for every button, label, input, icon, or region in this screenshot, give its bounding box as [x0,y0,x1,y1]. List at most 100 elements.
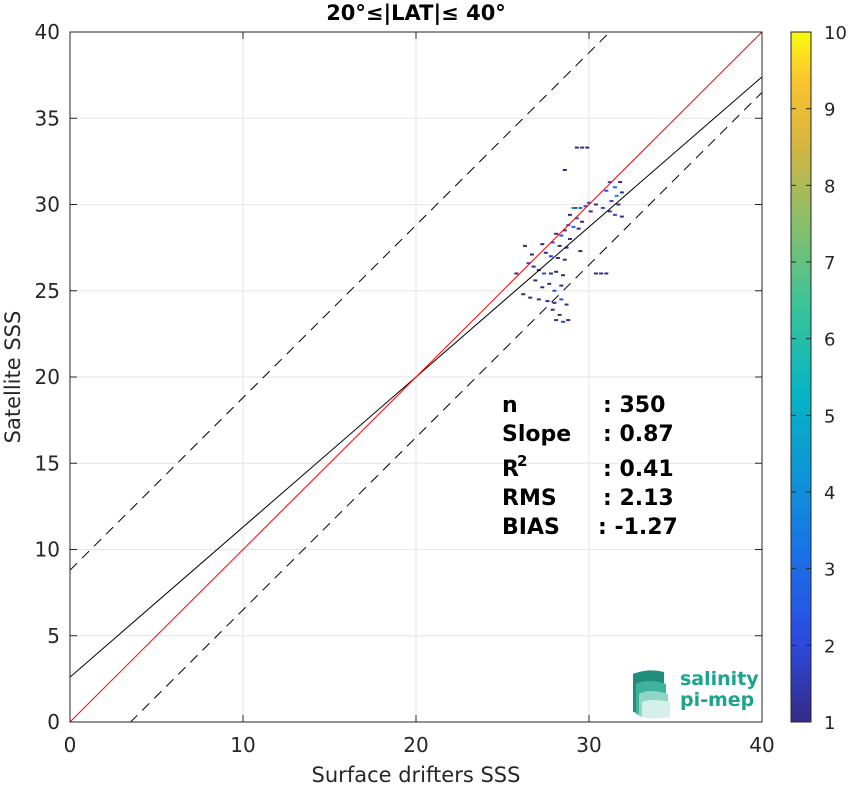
y-tick-label-3: 15 [35,451,60,475]
logo-text-salinity: salinity [680,668,759,690]
x-axis-label: Surface drifters SSS [312,763,521,786]
data-point-60 [552,301,557,304]
colorbar-tick-label-3: 4 [824,483,835,504]
data-point-70 [571,206,576,209]
data-point-5 [612,186,617,189]
data-point-66 [561,320,566,323]
data-point-0 [574,146,579,149]
data-point-59 [545,300,550,303]
data-point-36 [548,255,553,258]
data-point-11 [616,203,621,206]
stat-label-4: BIAS [502,515,560,540]
colorbar-tick-label-4: 5 [824,406,835,427]
data-point-10 [609,200,614,203]
y-tick-label-7: 35 [35,106,60,130]
data-point-12 [593,203,598,206]
x-tick-label-3: 30 [576,733,601,757]
data-point-16 [619,215,624,218]
stat-label-sup-2: 2 [517,452,527,470]
stat-value-0: : 350 [603,393,665,418]
data-point-58 [536,298,541,301]
data-point-48 [593,272,598,275]
stat-value-4: : -1.27 [598,515,678,540]
x-tick-label-1: 10 [230,733,255,757]
data-point-25 [571,225,576,228]
stat-label-3: RMS [502,486,557,511]
y-tick-label-1: 5 [47,624,60,648]
y-tick-label-4: 20 [35,365,60,389]
data-point-32 [557,244,562,247]
stats-box: n: 350 Slope: 0.87 R2: 0.41 RMS: 2.13 BIAS: … [502,393,678,540]
reference-lines [70,32,762,722]
data-point-47 [514,272,519,275]
data-point-61 [559,298,564,301]
data-point-4 [607,181,612,184]
colorbar-tick-label-0: 1 [824,713,835,734]
colorbar-tick-label-8: 9 [824,100,835,121]
data-point-2 [585,146,590,149]
stat-value-1: : 0.87 [603,422,674,447]
x-axis-ticks: 0 10 20 30 40 [64,32,775,757]
y-tick-label-6: 30 [35,193,60,217]
data-point-69 [540,243,545,246]
data-point-68 [529,253,534,256]
data-point-3 [562,169,567,171]
stat-label-0: n [502,393,518,418]
x-tick-label-2: 20 [403,733,428,757]
data-point-29 [567,238,572,240]
data-point-65 [554,319,559,322]
stat-label-2: R [502,457,519,482]
lower-bound-line [129,92,762,722]
data-point-9 [619,191,624,194]
stat-label-1: Slope [502,422,571,447]
data-point-62 [564,303,569,306]
y-axis-label: Satellite SSS [1,311,25,444]
colorbar-tick-label-6: 7 [824,253,835,274]
stat-value-2: : 0.41 [603,457,674,482]
salinity-pi-mep-logo: salinity pi-mep [633,668,759,719]
data-point-44 [548,272,553,275]
data-point-28 [559,234,564,237]
data-point-26 [576,227,581,230]
data-point-45 [554,270,559,273]
x-tick-label-4: 40 [749,733,774,757]
data-point-6 [618,181,623,184]
colorbar-tick-label-1: 2 [824,636,835,657]
colorbar-ticks: 1 2 3 4 5 6 7 8 9 10 [791,23,847,734]
data-point-35 [543,251,548,254]
data-point-67 [566,319,571,322]
data-point-13 [600,206,605,209]
data-point-22 [574,217,579,220]
identity-line [70,32,762,722]
data-point-19 [583,205,588,208]
y-axis-ticks: 0 5 10 15 20 25 30 35 40 [35,20,762,734]
data-point-20 [588,210,593,213]
data-point-34 [578,250,583,253]
data-point-1 [580,146,585,149]
colorbar-tick-label-7: 8 [824,176,835,197]
data-point-37 [555,256,560,259]
data-point-57 [528,296,533,299]
logo-text-pi-mep: pi-mep [680,689,754,711]
data-point-43 [542,272,547,275]
data-point-33 [564,246,569,249]
chart-title: 20°≤|LAT|≤ 40° [326,1,506,26]
data-point-7 [604,189,609,192]
colorbar [790,31,812,723]
y-tick-label-8: 40 [35,20,60,44]
colorbar-tick-label-9: 10 [824,23,847,44]
data-point-18 [578,206,583,209]
y-tick-label-2: 10 [35,538,60,562]
data-point-54 [552,289,557,292]
data-point-15 [612,213,617,216]
data-point-71 [587,201,591,204]
data-point-53 [547,282,552,285]
y-tick-label-0: 0 [47,710,60,734]
y-tick-label-5: 25 [35,279,60,303]
waves-icon [633,670,670,719]
data-point-41 [531,265,536,268]
data-point-51 [533,279,538,282]
data-point-40 [526,262,531,265]
data-point-27 [562,229,567,232]
